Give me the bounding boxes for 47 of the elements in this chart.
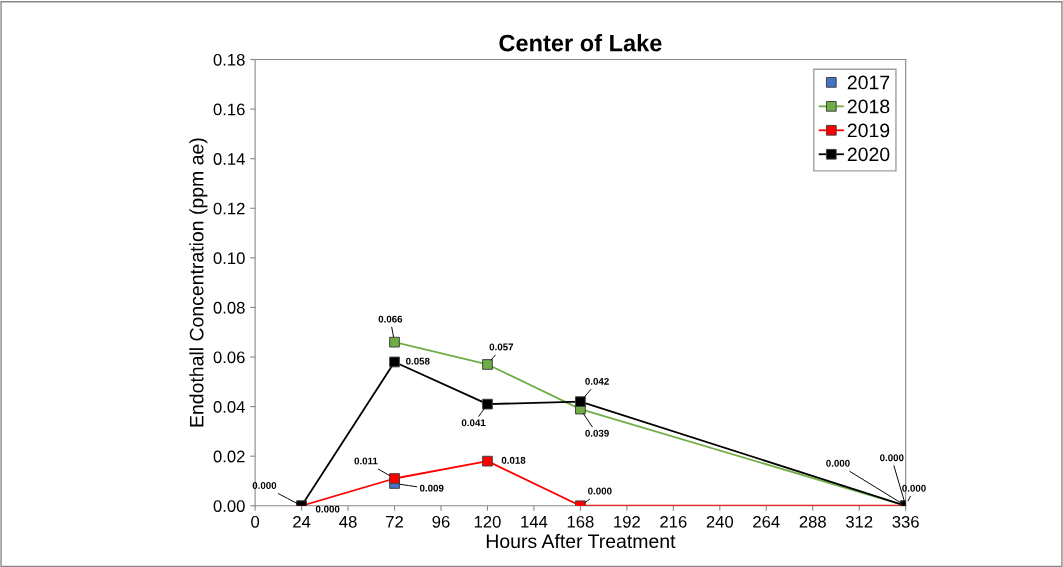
data-label: 0.042 (585, 377, 609, 385)
x-tick-label: 216 (660, 515, 687, 528)
y-tick-label: 0.10 (213, 252, 245, 265)
legend-label: 2020 (847, 147, 890, 162)
x-tick-label: 168 (567, 515, 594, 528)
y-axis-title: Endothall Concentration (ppm ae) (189, 138, 208, 427)
y-tick-label: 0.12 (213, 202, 245, 215)
x-tick-label: 24 (293, 515, 311, 528)
x-axis-title: Hours After Treatment (486, 533, 676, 549)
data-label: 0.058 (406, 357, 430, 365)
x-tick-label: 0 (251, 515, 260, 528)
y-tick-label: 0.18 (213, 53, 245, 66)
data-label: 0.000 (588, 487, 612, 495)
data-label: 0.057 (489, 343, 514, 351)
x-tick-label: 48 (339, 515, 357, 528)
x-tick-label: 312 (845, 515, 873, 528)
data-label: 0.000 (315, 505, 340, 513)
data-label: 0.000 (880, 454, 904, 462)
x-tick-label: 288 (799, 515, 826, 528)
y-tick-label: 0.02 (213, 450, 245, 463)
x-tick-label: 264 (753, 515, 780, 528)
data-label: 0.041 (461, 419, 486, 427)
data-label: 0.000 (826, 459, 850, 467)
data-label: 0.066 (378, 315, 403, 323)
legend-label: 2019 (847, 123, 890, 138)
x-tick-label: 144 (521, 516, 548, 528)
data-label: 0.039 (585, 429, 609, 437)
chart-title: Center of Lake (499, 34, 662, 52)
y-tick-label: 0.00 (213, 500, 245, 512)
x-tick-label: 336 (892, 515, 919, 528)
x-tick-label: 120 (474, 515, 501, 528)
data-label: 0.000 (902, 484, 926, 492)
x-tick-label: 240 (706, 515, 734, 528)
y-tick-label: 0.04 (213, 401, 245, 413)
x-tick-label: 96 (432, 515, 450, 528)
y-tick-label: 0.06 (213, 351, 245, 364)
x-tick-label: 192 (614, 515, 640, 528)
data-label: 0.009 (419, 484, 444, 492)
data-label: 0.000 (252, 482, 277, 489)
y-tick-label: 0.14 (213, 153, 245, 165)
legend-label: 2018 (847, 99, 890, 114)
y-tick-label: 0.16 (213, 103, 245, 116)
data-label: 0.011 (354, 457, 378, 465)
data-label: 0.018 (501, 456, 526, 464)
x-tick-label: 72 (386, 515, 403, 528)
legend-label: 2017 (847, 75, 890, 90)
y-tick-label: 0.08 (213, 301, 245, 314)
